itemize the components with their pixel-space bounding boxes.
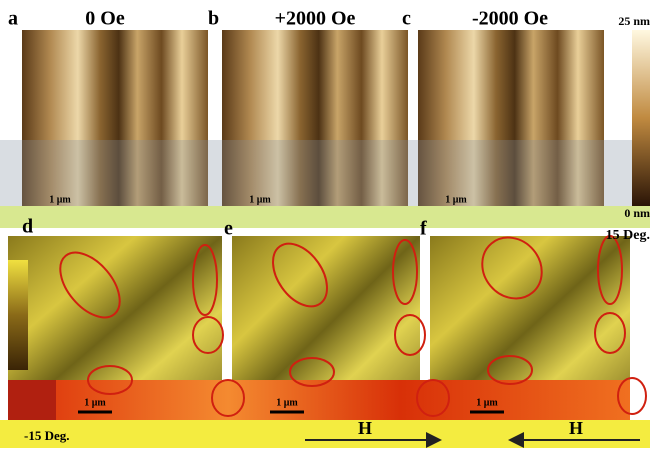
panel-title: -2000 Oe <box>472 8 548 30</box>
scale-label: 1 μm <box>49 194 71 205</box>
panel-label: f <box>420 218 427 240</box>
panel-label: e <box>224 218 233 240</box>
domain-circles <box>59 235 647 417</box>
colorbar <box>8 260 28 370</box>
scale-label: 1 μm <box>249 194 271 205</box>
scale-label: 1 μm <box>276 397 298 408</box>
phase-strip <box>56 380 630 420</box>
band <box>0 206 650 228</box>
colorbar <box>632 30 650 206</box>
phase-strip <box>8 380 56 420</box>
panel-label: d <box>22 216 33 238</box>
top-row: a 0 Oe b +2000 Oe c -2000 Oe 25 nm 1 μm … <box>0 8 650 212</box>
colorbar-min: -15 Deg. <box>24 428 70 443</box>
afm-image <box>22 30 208 206</box>
scale-label: 1 μm <box>476 397 498 408</box>
panel-title: +2000 Oe <box>275 8 356 30</box>
colorbar-max: 15 Deg. <box>606 228 650 243</box>
colorbar-min: 0 nm <box>624 206 650 220</box>
panel-label: c <box>402 8 411 30</box>
afm-image <box>222 30 408 206</box>
bottom-row: d e f 15 Deg. 1 μm 1 μm 1 μm <box>8 216 650 420</box>
panel-label: a <box>8 8 18 30</box>
scale-label: 1 μm <box>445 194 467 205</box>
overlay <box>0 140 650 206</box>
band <box>0 420 650 448</box>
panel-label: b <box>208 8 219 30</box>
scale-label: 1 μm <box>84 397 106 408</box>
panel-title: 0 Oe <box>85 8 125 30</box>
afm-image <box>418 30 604 206</box>
field-label: H <box>569 418 583 438</box>
colorbar-max: 25 nm <box>618 14 650 28</box>
field-label: H <box>358 418 372 438</box>
